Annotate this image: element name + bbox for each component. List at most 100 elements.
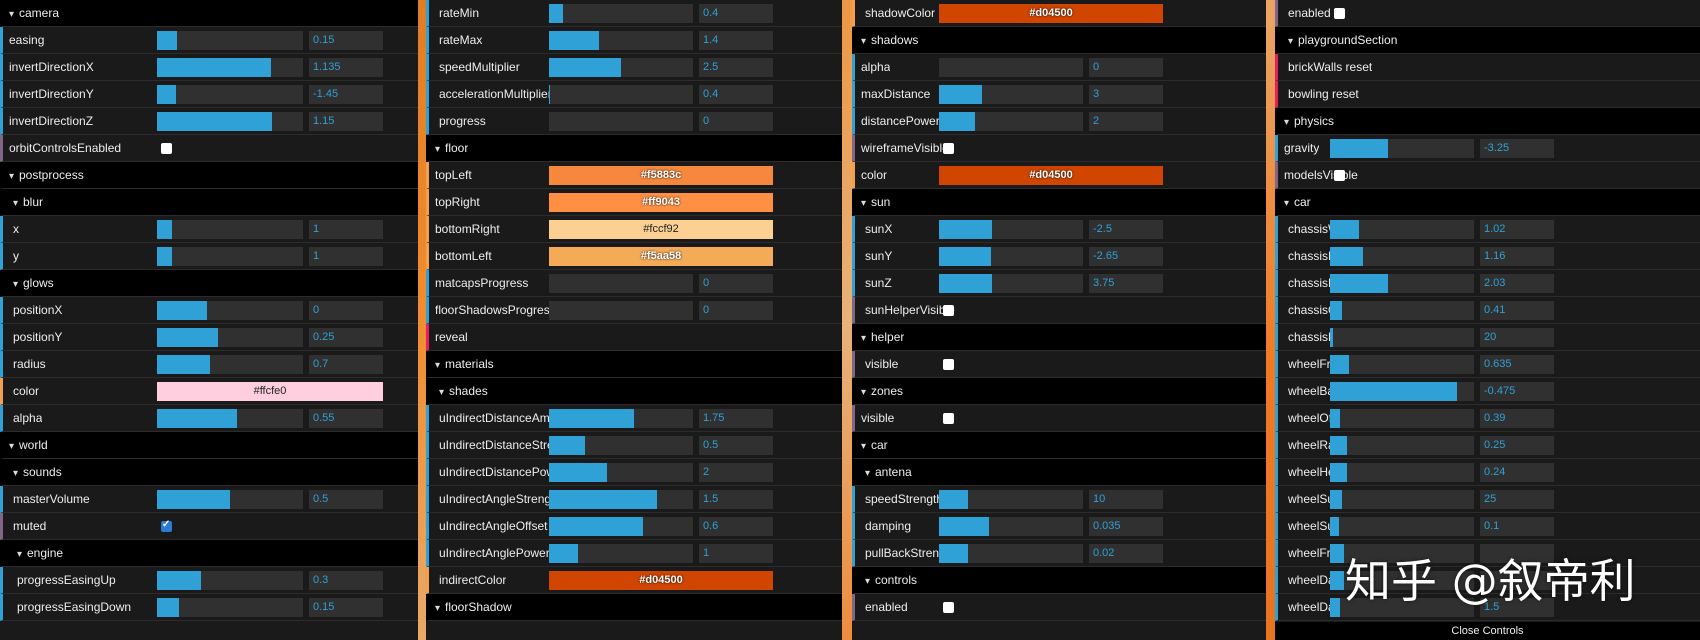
control-matcaps-progress[interactable]: matcapsProgress 0	[426, 270, 842, 297]
control-u-indirect-distance-amplitude[interactable]: uIndirectDistanceAmplitude 1.75	[426, 405, 842, 432]
value-input[interactable]: 1	[699, 544, 773, 563]
value-input[interactable]: 0.02	[1089, 544, 1163, 563]
checkbox[interactable]	[1334, 170, 1345, 181]
value-input[interactable]: 0.4	[699, 85, 773, 104]
control-progress-easing-down[interactable]: progressEasingDown 0.15	[0, 594, 418, 621]
value-input[interactable]: 2	[1089, 112, 1163, 131]
control-bottom-right[interactable]: bottomRight #fccf92	[426, 216, 842, 243]
slider[interactable]	[157, 355, 303, 374]
value-input[interactable]: 2.03	[1480, 274, 1554, 293]
value-input[interactable]: 0.15	[309, 598, 383, 617]
value-input[interactable]: 1.02	[1480, 220, 1554, 239]
slider[interactable]	[1330, 274, 1474, 293]
control-invert-direction-z[interactable]: invertDirectionZ 1.15	[0, 108, 418, 135]
slider[interactable]	[1330, 409, 1474, 428]
value-input[interactable]: 3.75	[1089, 274, 1163, 293]
control-chassis-height[interactable]: chassisHeight 1.16	[1275, 243, 1700, 270]
slider[interactable]	[157, 490, 303, 509]
checkbox[interactable]	[943, 602, 954, 613]
slider[interactable]	[1330, 220, 1474, 239]
value-input[interactable]: 3	[1089, 85, 1163, 104]
value-input[interactable]: -2.5	[1089, 220, 1163, 239]
control-brick-walls-reset[interactable]: brickWalls reset	[1275, 54, 1700, 81]
value-input[interactable]: 0.25	[309, 328, 383, 347]
control-wireframe-visible[interactable]: wireframeVisible	[852, 135, 1266, 162]
value-input[interactable]: 0	[1089, 58, 1163, 77]
control-distance-power[interactable]: distancePower 2	[852, 108, 1266, 135]
slider[interactable]	[1330, 544, 1474, 563]
slider[interactable]	[1330, 571, 1474, 590]
slider[interactable]	[1330, 598, 1474, 617]
control-muted[interactable]: muted	[0, 513, 418, 540]
slider[interactable]	[1330, 355, 1474, 374]
control-progress[interactable]: progress 0	[426, 108, 842, 135]
folder-sounds[interactable]: sounds	[0, 459, 418, 486]
value-input[interactable]: 0.635	[1480, 355, 1554, 374]
checkbox[interactable]	[161, 143, 172, 154]
control-enabled[interactable]: enabled	[1275, 0, 1700, 27]
control-orbit-controls-enabled[interactable]: orbitControlsEnabled	[0, 135, 418, 162]
control-chassis-depth[interactable]: chassisDepth 2.03	[1275, 270, 1700, 297]
control-invert-direction-y[interactable]: invertDirectionY -1.45	[0, 81, 418, 108]
slider[interactable]	[549, 85, 693, 104]
value-input[interactable]: 1.5	[699, 490, 773, 509]
control-sun-x[interactable]: sunX -2.5	[852, 216, 1266, 243]
folder-car[interactable]: car	[852, 432, 1266, 459]
color-swatch[interactable]: #d04500	[939, 166, 1163, 185]
control-max-distance[interactable]: maxDistance 3	[852, 81, 1266, 108]
control-wheel-offset-width[interactable]: wheelOffsetWidth0.39	[1275, 405, 1700, 432]
slider[interactable]	[939, 247, 1083, 266]
color-swatch[interactable]: #d04500	[939, 4, 1163, 23]
color-swatch[interactable]: #f5883c	[549, 166, 773, 185]
checkbox[interactable]	[943, 359, 954, 370]
value-input[interactable]: 0	[699, 112, 773, 131]
slider[interactable]	[549, 490, 693, 509]
color-swatch[interactable]: #f5aa58	[549, 247, 773, 266]
value-input[interactable]: 1.4	[699, 31, 773, 50]
value-input[interactable]: 0.7	[309, 355, 383, 374]
slider[interactable]	[157, 85, 303, 104]
control-u-indirect-angle-strength[interactable]: uIndirectAngleStrength 1.5	[426, 486, 842, 513]
value-input[interactable]: 2.5	[699, 58, 773, 77]
control-shadow-color[interactable]: shadowColor #d04500	[852, 0, 1266, 27]
slider[interactable]	[549, 274, 693, 293]
folder-materials[interactable]: materials	[426, 351, 842, 378]
checkbox[interactable]	[943, 143, 954, 154]
value-input[interactable]: 0.035	[1089, 517, 1163, 536]
control-rate-max[interactable]: rateMax 1.4	[426, 27, 842, 54]
slider[interactable]	[939, 220, 1083, 239]
value-input[interactable]: -0.475	[1480, 382, 1554, 401]
slider[interactable]	[1330, 490, 1474, 509]
folder-shades[interactable]: shades	[426, 378, 842, 405]
value-input[interactable]: 1	[309, 220, 383, 239]
value-input[interactable]: 0.5	[699, 436, 773, 455]
slider[interactable]	[549, 463, 693, 482]
control-reveal[interactable]: reveal	[426, 324, 842, 351]
control-u-indirect-angle-offset[interactable]: uIndirectAngleOffset 0.6	[426, 513, 842, 540]
control-chassis-mass[interactable]: chassisMass 20	[1275, 324, 1700, 351]
control-pull-back-strength[interactable]: pullBackStrength 0.02	[852, 540, 1266, 567]
control-u-indirect-distance-power[interactable]: uIndirectDistancePower 2	[426, 459, 842, 486]
slider[interactable]	[549, 112, 693, 131]
control-wheel-radius[interactable]: wheelRadius 0.25	[1275, 432, 1700, 459]
control-acceleration-multiplier[interactable]: accelerationMultiplier 0.4	[426, 81, 842, 108]
slider[interactable]	[939, 274, 1083, 293]
slider[interactable]	[157, 31, 303, 50]
value-input[interactable]: 25	[1480, 490, 1554, 509]
folder-zones[interactable]: zones	[852, 378, 1266, 405]
control-models-visible[interactable]: modelsVisible	[1275, 162, 1700, 189]
folder-antena[interactable]: antena	[852, 459, 1266, 486]
slider[interactable]	[1330, 301, 1474, 320]
checkbox[interactable]	[943, 413, 954, 424]
slider[interactable]	[1330, 139, 1474, 158]
folder-floor-shadow[interactable]: floorShadow	[426, 594, 842, 621]
checkbox[interactable]	[943, 305, 954, 316]
slider[interactable]	[157, 598, 303, 617]
control-wheel-damping-compression[interactable]: wheelDampingCompression1.5	[1275, 594, 1700, 621]
control-visible[interactable]: visible	[852, 351, 1266, 378]
color-swatch[interactable]: #ffcfe0	[157, 382, 383, 401]
slider[interactable]	[157, 409, 303, 428]
slider[interactable]	[1330, 247, 1474, 266]
